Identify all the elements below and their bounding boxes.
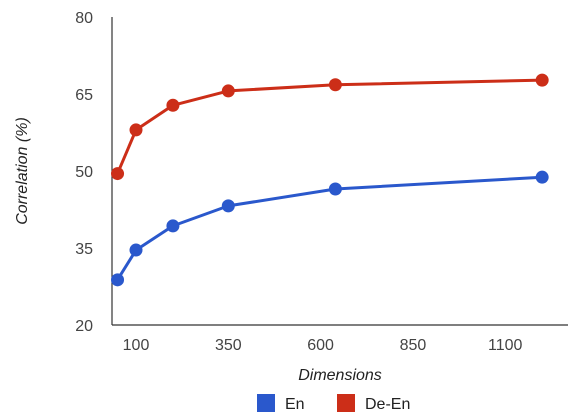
data-point xyxy=(328,182,342,196)
y-tick-labels: 20 35 50 65 80 xyxy=(75,10,93,335)
legend-swatch xyxy=(257,394,275,412)
data-point xyxy=(166,219,180,233)
x-tick-label: 1100 xyxy=(488,337,523,354)
x-axis-title: Dimensions xyxy=(298,367,382,384)
y-axis: 20 35 50 65 80 Correlation (%) xyxy=(14,10,113,335)
data-point xyxy=(129,243,143,257)
legend-label: En xyxy=(285,396,305,412)
data-point xyxy=(221,84,235,98)
x-tick-labels: 100 350 600 850 1100 xyxy=(123,337,523,354)
series-line xyxy=(116,78,544,176)
x-axis: 100 350 600 850 1100 Dimensions xyxy=(112,324,568,384)
data-point xyxy=(535,170,549,184)
data-point xyxy=(111,167,125,181)
series-layer xyxy=(111,73,549,287)
y-tick-label: 50 xyxy=(75,164,93,181)
series-en xyxy=(111,170,549,287)
y-tick-label: 65 xyxy=(75,87,93,104)
data-point xyxy=(111,273,125,287)
data-point xyxy=(535,73,549,87)
data-point xyxy=(129,123,143,137)
x-tick-label: 600 xyxy=(307,337,334,354)
data-point xyxy=(328,78,342,92)
series-line xyxy=(116,175,544,282)
series-de-en xyxy=(111,73,549,181)
x-tick-label: 100 xyxy=(123,337,150,354)
y-tick-label: 35 xyxy=(75,241,93,258)
legend-item: En xyxy=(257,394,305,412)
data-point xyxy=(221,199,235,213)
y-axis-title: Correlation (%) xyxy=(14,117,31,225)
legend-item: De-En xyxy=(337,394,410,412)
x-tick-label: 850 xyxy=(400,337,427,354)
legend-label: De-En xyxy=(365,396,410,412)
y-tick-label: 20 xyxy=(75,318,93,335)
legend-swatch xyxy=(337,394,355,412)
x-tick-label: 350 xyxy=(215,337,242,354)
legend: En De-En xyxy=(257,394,410,412)
y-tick-label: 80 xyxy=(75,10,93,27)
data-point xyxy=(166,98,180,112)
